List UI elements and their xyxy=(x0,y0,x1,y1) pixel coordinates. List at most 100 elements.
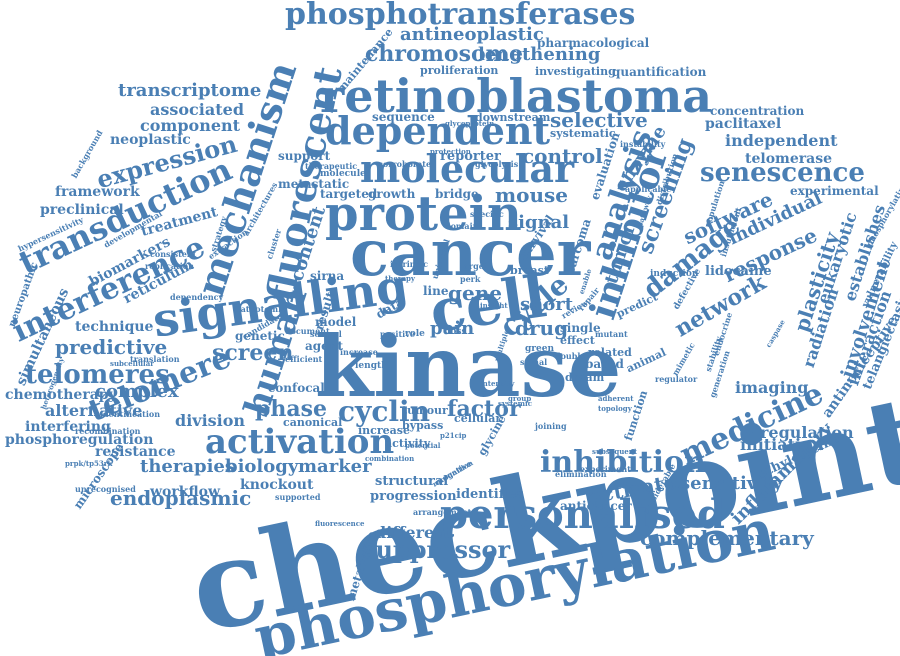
word: spinal xyxy=(520,357,548,367)
word: suppressor xyxy=(362,535,511,564)
word: regulator xyxy=(655,374,698,384)
word: control xyxy=(522,144,603,168)
word: paclitaxel xyxy=(705,116,782,132)
word: mouse xyxy=(495,183,569,207)
word: joining xyxy=(535,421,567,431)
word: inhibition xyxy=(540,445,706,480)
word: increase xyxy=(358,424,410,437)
word: role xyxy=(405,329,425,339)
word: length xyxy=(355,361,388,371)
word: positive xyxy=(380,329,415,339)
word: mutant xyxy=(595,329,628,339)
word: topology xyxy=(598,404,632,413)
word: translation xyxy=(130,354,180,364)
word: arrangement xyxy=(413,507,472,517)
word: cyclin xyxy=(338,395,430,428)
word: several xyxy=(310,329,342,339)
word: downstream xyxy=(475,111,551,124)
word: protection xyxy=(430,147,471,156)
word: regulation xyxy=(760,423,854,442)
word: perk xyxy=(460,274,481,284)
word: unrecognised xyxy=(75,484,136,494)
word: technique xyxy=(75,319,154,335)
word: specific xyxy=(470,209,504,219)
word: selective xyxy=(550,108,648,132)
word: gene xyxy=(448,281,502,305)
word: cancer xyxy=(350,216,591,291)
word: insight xyxy=(480,301,508,310)
word: sensitivity xyxy=(680,473,783,494)
word: supported xyxy=(275,492,321,502)
word: therapies xyxy=(140,456,236,477)
word: biology xyxy=(225,456,299,477)
word: short xyxy=(520,294,574,315)
word: predictive xyxy=(55,335,168,359)
word: sequence xyxy=(372,110,435,124)
word: activity xyxy=(385,437,431,450)
word: group xyxy=(508,394,532,403)
word: therapy xyxy=(385,274,415,283)
word: bridge xyxy=(435,187,479,201)
word: quantification xyxy=(612,65,707,79)
word: senescence xyxy=(700,158,865,188)
word: pain xyxy=(430,318,475,339)
word: structural xyxy=(375,474,449,489)
word: molecular xyxy=(360,146,575,191)
word: p21cip xyxy=(440,431,467,440)
word: lidocaine xyxy=(705,264,772,279)
word: efficient xyxy=(285,354,323,364)
word: framework xyxy=(55,184,140,200)
word: complementary xyxy=(640,526,814,550)
word: double xyxy=(555,351,586,361)
word: phosphoregulation xyxy=(5,432,154,448)
word: related xyxy=(588,346,632,359)
word: document xyxy=(285,326,330,336)
word: pharmacological xyxy=(537,36,650,50)
word: adherent xyxy=(598,394,634,403)
word: instability xyxy=(620,139,666,149)
word: molecule xyxy=(320,169,366,179)
word: sirna xyxy=(310,269,345,283)
word: imaging xyxy=(735,378,809,397)
word: consistent xyxy=(150,249,197,259)
word: interfering xyxy=(25,419,111,435)
word: applicable xyxy=(625,184,672,194)
word: subsequent xyxy=(592,447,638,456)
word: phosphotransferases xyxy=(285,0,636,32)
word: dependency xyxy=(170,292,224,302)
word: protein xyxy=(325,186,522,242)
word: confocal xyxy=(268,381,325,395)
word: caspase xyxy=(763,318,787,349)
word: factor xyxy=(447,396,521,422)
word: support xyxy=(278,149,331,163)
word: experiment xyxy=(580,464,631,474)
word: identifies xyxy=(456,487,524,502)
word: different xyxy=(375,523,454,542)
word: initiation xyxy=(740,435,824,454)
word: model xyxy=(315,315,357,329)
word: proliferation xyxy=(420,64,499,77)
word: potential xyxy=(405,441,441,450)
word: corroborate xyxy=(378,159,432,169)
word: marker xyxy=(298,456,372,477)
word: chromosome xyxy=(365,41,523,67)
word: drug xyxy=(515,316,569,340)
word: associated xyxy=(150,100,244,119)
word: systematic xyxy=(550,127,616,140)
word: resistance xyxy=(95,444,176,460)
word: line xyxy=(423,284,449,298)
word: dream xyxy=(565,371,605,384)
word: prpk/tp53rk xyxy=(65,459,113,468)
word: telomerase xyxy=(745,151,832,167)
word: breast xyxy=(510,264,549,277)
word: target xyxy=(460,261,488,271)
word: independent xyxy=(725,131,838,150)
word: retinoblastoma xyxy=(320,69,713,123)
word: chemotherapy xyxy=(5,387,117,403)
word: glycolysis xyxy=(475,159,519,169)
word: increase xyxy=(340,347,378,357)
word: induction xyxy=(650,269,699,279)
word: systemic xyxy=(498,399,532,408)
word: lengthening xyxy=(478,44,601,65)
